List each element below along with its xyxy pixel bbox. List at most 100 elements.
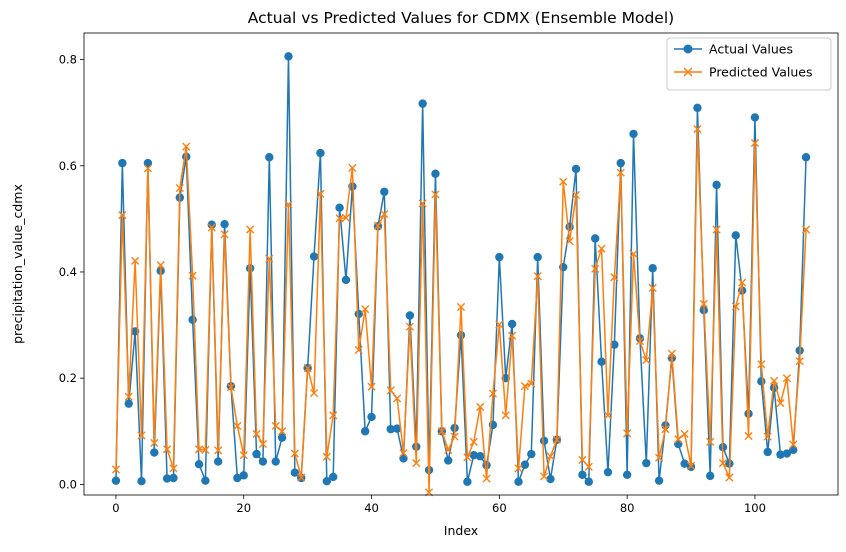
data-point (431, 169, 440, 178)
data-point (137, 431, 146, 440)
data-point (635, 336, 645, 346)
data-point (360, 427, 370, 436)
data-point (706, 437, 715, 446)
data-point (380, 209, 389, 219)
data-point (495, 252, 504, 262)
data-point (476, 402, 485, 411)
data-point (648, 283, 657, 292)
data-point (642, 458, 651, 468)
data-point (469, 450, 478, 460)
data-point (143, 164, 152, 173)
data-point (744, 431, 753, 441)
data-point (418, 99, 427, 108)
data-point (706, 471, 715, 481)
data-point (686, 461, 696, 470)
data-point (341, 275, 351, 285)
data-point (750, 113, 760, 122)
data-point (776, 399, 785, 408)
data-point (322, 452, 331, 461)
data-point (246, 225, 255, 234)
data-point (782, 449, 792, 458)
axes-frame (83, 32, 839, 496)
data-point (661, 425, 670, 434)
data-point (290, 449, 299, 458)
data-point (750, 138, 760, 148)
data-point (610, 273, 619, 282)
data-point (252, 449, 261, 459)
data-point (220, 230, 229, 239)
data-point (316, 148, 325, 158)
data-point (463, 453, 472, 462)
data-point (233, 421, 242, 431)
data-point (584, 477, 593, 486)
data-point (329, 472, 338, 482)
ticks-layer: 0 20 40 60 80 100 0.0 0.2 0.4 0.6 0.8 (59, 53, 766, 515)
data-point (124, 392, 133, 401)
x-tick-label: 60 (492, 501, 507, 515)
data-point (782, 374, 791, 383)
data-point (712, 225, 721, 234)
data-point (399, 448, 408, 458)
data-point (271, 421, 280, 431)
data-point (258, 439, 268, 449)
x-tick-label: 20 (236, 501, 251, 515)
data-point (648, 264, 657, 273)
data-point (514, 464, 523, 473)
data-point (623, 429, 632, 438)
data-point (578, 455, 587, 465)
data-point (508, 331, 517, 340)
data-point (233, 473, 242, 483)
data-point (591, 264, 600, 273)
data-point (546, 474, 555, 484)
data-point (507, 319, 517, 329)
data-point (226, 383, 236, 392)
data-point (392, 424, 402, 433)
y-tick-label: 0.6 (59, 159, 77, 173)
data-point (297, 473, 306, 482)
data-point (290, 468, 300, 477)
data-point (699, 299, 708, 308)
legend-actual-marker (683, 44, 693, 54)
data-point (801, 225, 811, 234)
data-point (616, 158, 625, 168)
data-point (546, 452, 555, 461)
data-point (354, 345, 363, 355)
data-point (539, 436, 549, 446)
data-point (277, 433, 287, 442)
data-point (789, 445, 798, 455)
data-point (111, 465, 121, 474)
data-point (201, 476, 210, 485)
data-point (629, 249, 638, 259)
data-point (578, 470, 587, 480)
data-point (265, 254, 274, 263)
data-point (239, 451, 248, 460)
data-point (386, 386, 395, 395)
data-point (367, 382, 376, 391)
data-point (488, 389, 498, 398)
data-point (674, 439, 683, 449)
data-point (175, 183, 184, 193)
data-point (571, 164, 581, 174)
legend-box (666, 37, 832, 91)
data-point (616, 168, 625, 177)
data-point (214, 446, 223, 455)
data-point (162, 445, 172, 454)
data-point (731, 231, 740, 240)
x-tick-label: 100 (744, 501, 766, 515)
data-point (763, 432, 772, 441)
data-point (252, 429, 261, 439)
data-point (284, 200, 293, 209)
data-point (143, 158, 153, 168)
data-point (725, 473, 734, 482)
data-point (182, 142, 191, 151)
data-point (258, 457, 268, 466)
data-point (444, 456, 453, 465)
data-point (265, 153, 274, 162)
data-point (597, 244, 606, 253)
data-point (169, 473, 178, 483)
legend-predicted-label: Predicted Values (709, 65, 813, 80)
data-point (763, 447, 772, 457)
data-point (450, 432, 459, 441)
data-point (520, 460, 530, 469)
